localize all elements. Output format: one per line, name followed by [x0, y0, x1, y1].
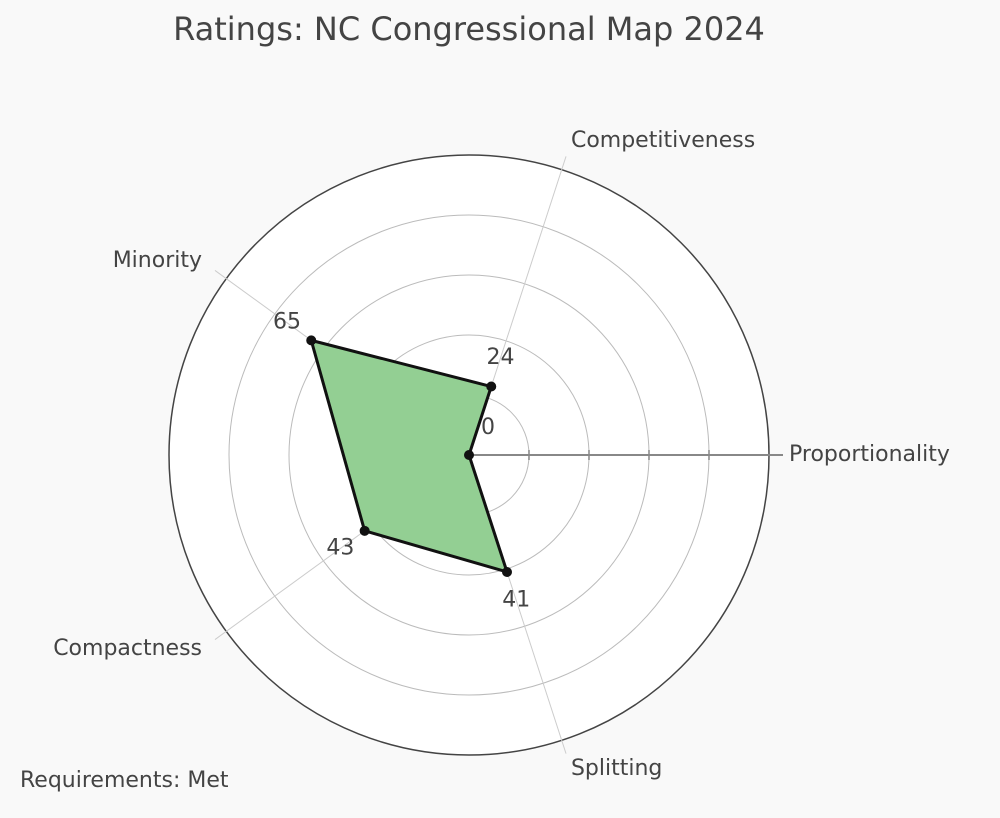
radar-point — [486, 381, 497, 392]
value-label: 0 — [481, 415, 495, 440]
annotation: Requirements: Met — [20, 768, 229, 793]
value-label: 41 — [502, 588, 530, 613]
category-label: Splitting — [571, 756, 662, 781]
value-label: 65 — [273, 310, 301, 335]
radar-point — [502, 566, 513, 577]
value-label: 24 — [487, 345, 515, 370]
radar-point — [306, 335, 317, 346]
radar-point — [359, 525, 370, 536]
category-label: Compactness — [53, 636, 202, 661]
value-label: 43 — [326, 535, 354, 560]
radar-point — [464, 450, 474, 460]
radar-area — [309, 338, 509, 574]
category-label: Competitiveness — [571, 128, 755, 153]
chart-title: Ratings: NC Congressional Map 2024 — [173, 10, 765, 48]
category-label: Minority — [113, 248, 202, 273]
category-label: Proportionality — [789, 442, 950, 467]
